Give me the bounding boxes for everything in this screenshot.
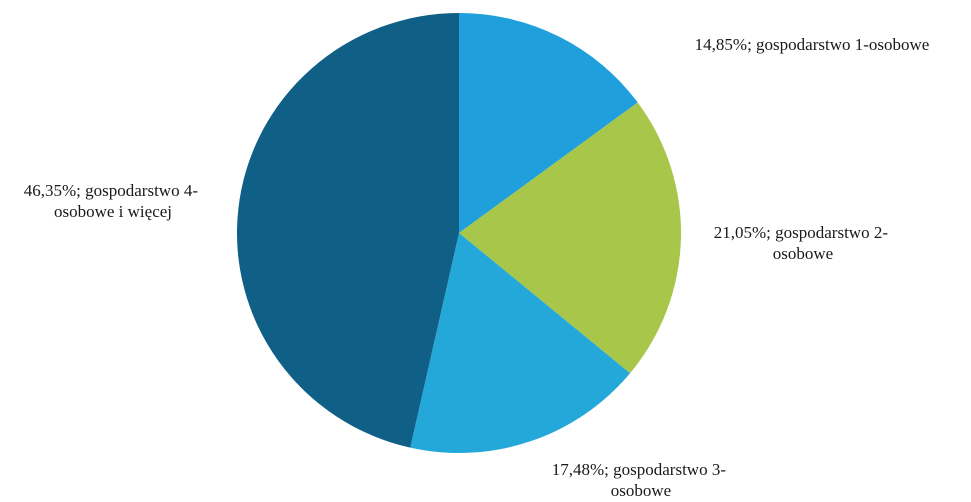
slice-label-3-line1: 17,48%; gospodarstwo 3- [552, 460, 727, 479]
slice-label-2-line2: osobowe [773, 244, 833, 263]
slice-label-3: 17,48%; gospodarstwo 3- osobowe [552, 460, 730, 500]
pie-slice-2 [459, 102, 682, 374]
slice-label-3-line2: osobowe [611, 481, 671, 500]
slice-label-1: 14,85%; gospodarstwo 1-osobowe [695, 35, 930, 54]
slice-label-4: 46,35%; gospodarstwo 4- osobowe i więcej [24, 181, 202, 221]
slice-labels: 14,85%; gospodarstwo 1-osobowe 21,05%; g… [24, 35, 930, 500]
slice-label-2: 21,05%; gospodarstwo 2- osobowe [714, 223, 892, 263]
slice-label-4-line1: 46,35%; gospodarstwo 4- [24, 181, 199, 200]
slice-label-2-line1: 21,05%; gospodarstwo 2- [714, 223, 889, 242]
slice-label-4-line2: osobowe i więcej [54, 202, 172, 221]
pie-slices [236, 13, 682, 454]
pie-slice-1 [459, 13, 638, 233]
pie-slice-3 [410, 233, 631, 454]
pie-slice-4 [236, 13, 459, 448]
slice-label-1-line1: 14,85%; gospodarstwo 1-osobowe [695, 35, 930, 54]
